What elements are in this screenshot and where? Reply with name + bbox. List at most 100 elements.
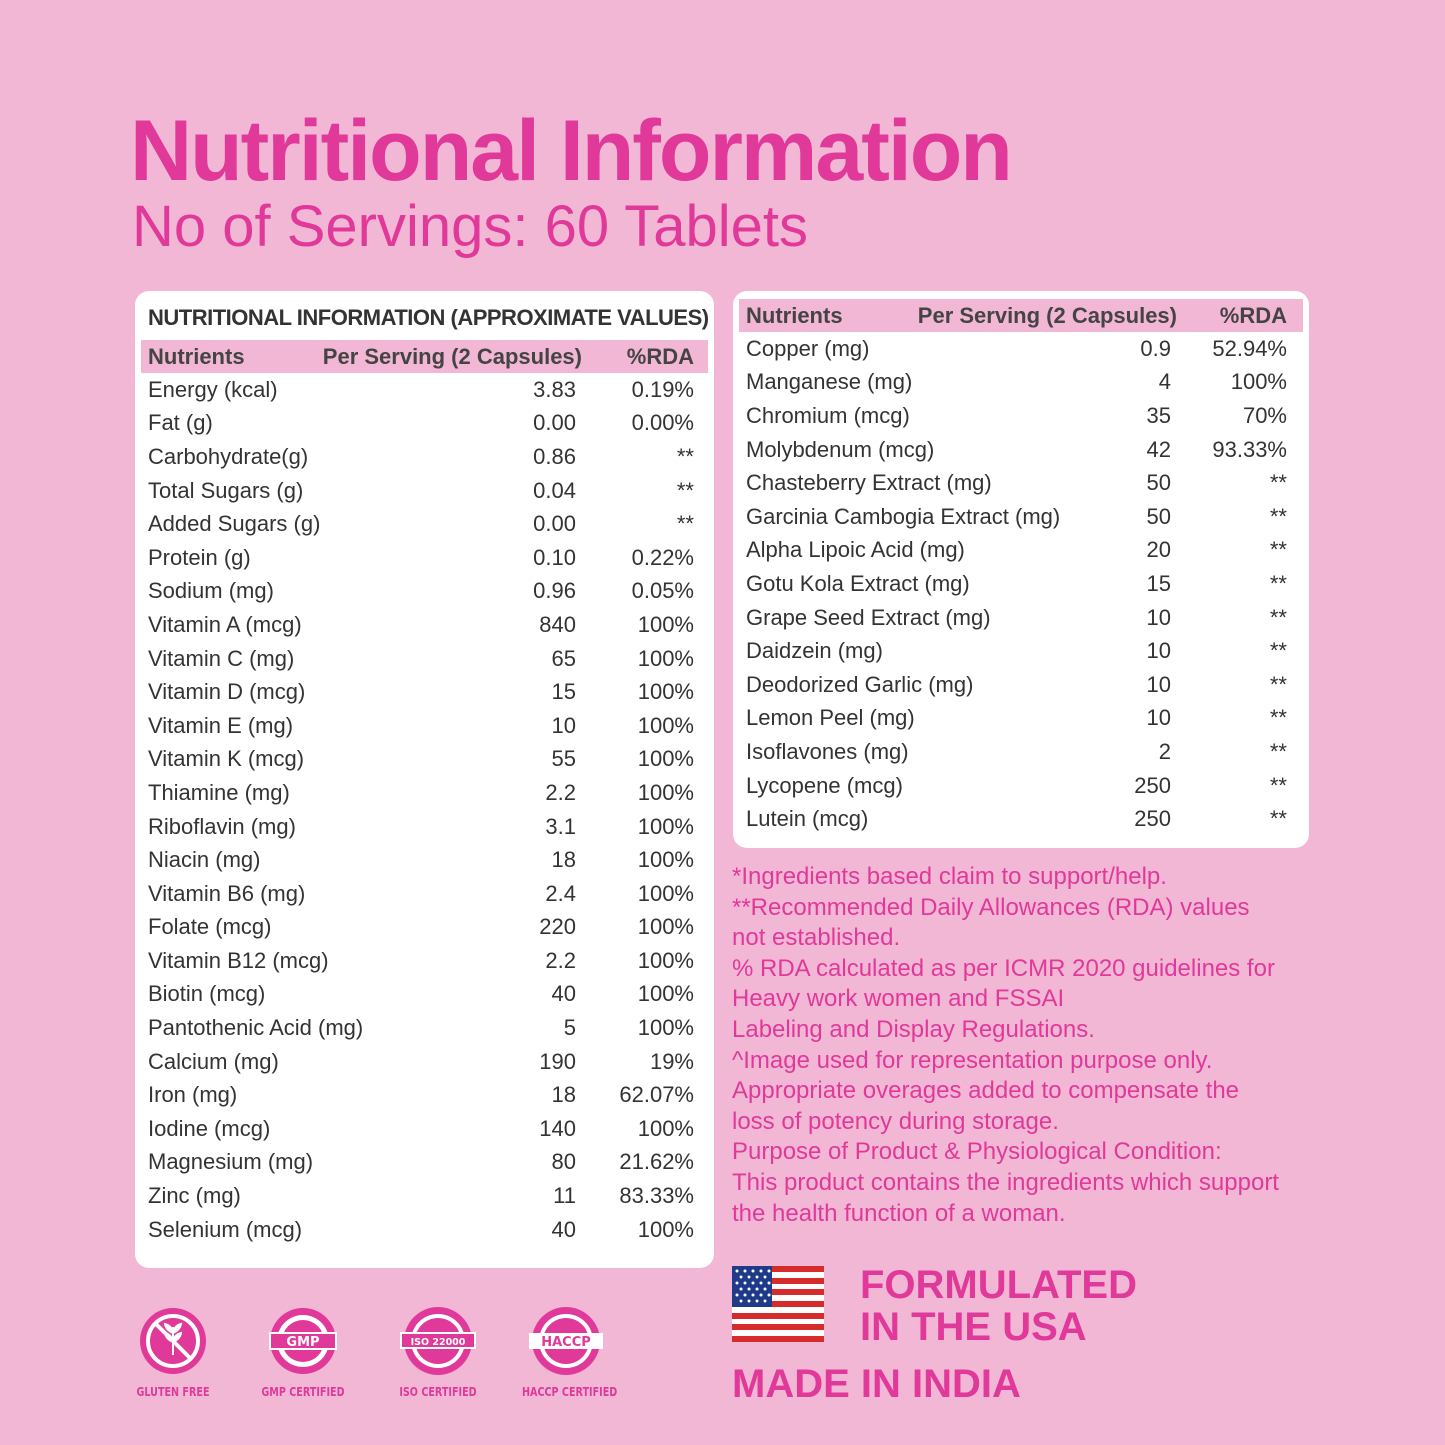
header-per-serving: Per Serving (2 Capsules) <box>322 343 582 369</box>
rda-value: 100% <box>637 712 694 738</box>
table-row: Niacin (mg) 18 100% <box>141 843 708 877</box>
per-serving-value: 0.10 <box>533 544 576 570</box>
rda-value: ** <box>676 443 694 469</box>
table-row: Gotu Kola Extract (mg) 15 ** <box>739 567 1303 601</box>
table-body: Energy (kcal) 3.83 0.19% Fat (g) 0.00 0.00% Ca… <box>141 373 708 1246</box>
per-serving-value: 2.4 <box>545 880 576 906</box>
footnote-line: % RDA calculated as per ICMR 2020 guidel… <box>732 954 1275 982</box>
per-serving-value: 250 <box>1134 806 1171 832</box>
nutrition-table-left: NUTRITIONAL INFORMATION (APPROXIMATE VAL… <box>135 291 714 1268</box>
table-row: Garcinia Cambogia Extract (mg) 50 ** <box>739 500 1303 534</box>
iso-seal-icon: ISO 22000 <box>400 1307 476 1375</box>
footnote-line: This product contains the ingredients wh… <box>732 1168 1279 1196</box>
nutrient-name: Niacin (mg) <box>148 847 261 873</box>
rda-value: ** <box>1269 806 1287 832</box>
table-row: Iron (mg) 18 62.07% <box>141 1078 708 1112</box>
table-row: Alpha Lipoic Acid (mg) 20 ** <box>739 534 1303 568</box>
table-row: Grape Seed Extract (mg) 10 ** <box>739 601 1303 635</box>
per-serving-value: 0.86 <box>533 443 576 469</box>
rda-value: 100% <box>1230 369 1287 395</box>
nutrient-name: Molybdenum (mcg) <box>746 436 935 462</box>
nutrient-name: Added Sugars (g) <box>148 511 321 537</box>
rda-value: 100% <box>637 813 694 839</box>
table-row: Vitamin B12 (mcg) 2.2 100% <box>141 944 708 978</box>
gluten-free-icon <box>140 1308 206 1374</box>
table-row: Carbohydrate(g) 0.86 ** <box>141 440 708 474</box>
rda-value: ** <box>1269 738 1287 764</box>
nutrition-table-right: Nutrients Per Serving (2 Capsules) %RDA … <box>733 291 1309 848</box>
table-row: Pantothenic Acid (mg) 5 100% <box>141 1011 708 1045</box>
per-serving-value: 2.2 <box>545 779 576 805</box>
nutrient-name: Garcinia Cambogia Extract (mg) <box>746 503 1061 529</box>
rda-value: ** <box>676 511 694 537</box>
rda-value: 100% <box>637 880 694 906</box>
table-row: Isoflavones (mg) 2 ** <box>739 735 1303 769</box>
table-row: Copper (mg) 0.9 52.94% <box>739 332 1303 366</box>
per-serving-value: 10 <box>1146 671 1171 697</box>
table-row: Vitamin C (mg) 65 100% <box>141 642 708 676</box>
table-row: Vitamin B6 (mg) 2.4 100% <box>141 877 708 911</box>
page-subtitle: No of Servings: 60 Tablets <box>132 194 808 259</box>
footnote-line: *Ingredients based claim to support/help… <box>732 863 1167 890</box>
nutrient-name: Magnesium (mg) <box>148 1149 314 1175</box>
nutrient-name: Vitamin D (mcg) <box>148 679 306 705</box>
nutrient-name: Vitamin B6 (mg) <box>148 880 306 906</box>
nutrient-name: Pantothenic Acid (mg) <box>148 1015 364 1041</box>
table-row: Added Sugars (g) 0.00 ** <box>141 507 708 541</box>
footnote-line: not established. <box>732 924 901 952</box>
nutrient-name: Copper (mg) <box>746 335 870 361</box>
footnotes: *Ingredients based claim to support/help… <box>732 862 1322 1229</box>
header-nutrients: Nutrients <box>746 302 843 328</box>
footnote-line: Labeling and Display Regulations. <box>732 1015 1095 1043</box>
per-serving-value: 10 <box>1146 638 1171 664</box>
per-serving-value: 50 <box>1146 503 1171 529</box>
rda-value: 93.33% <box>1212 436 1287 462</box>
table-row: Calcium (mg) 190 19% <box>141 1045 708 1079</box>
footnote-line: Heavy work women and FSSAI <box>732 985 1065 1013</box>
table-row: Vitamin D (mcg) 15 100% <box>141 675 708 709</box>
table-row: Thiamine (mg) 2.2 100% <box>141 776 708 810</box>
per-serving-value: 0.04 <box>533 477 576 503</box>
per-serving-value: 2.2 <box>545 947 576 973</box>
header-rda: %RDA <box>626 343 694 369</box>
table-row: Protein (g) 0.10 0.22% <box>141 541 708 575</box>
nutrient-name: Grape Seed Extract (mg) <box>746 604 991 630</box>
rda-value: 19% <box>649 1048 694 1074</box>
table-row: Lutein (mcg) 250 ** <box>739 802 1303 836</box>
per-serving-value: 11 <box>553 1183 576 1209</box>
rda-value: 100% <box>637 914 694 940</box>
rda-value: ** <box>1269 604 1287 630</box>
nutrient-name: Daidzein (mg) <box>746 638 883 664</box>
nutrient-name: Sodium (mg) <box>148 578 274 604</box>
nutrient-name: Biotin (mcg) <box>148 981 266 1007</box>
per-serving-value: 840 <box>539 611 576 637</box>
table-row: Magnesium (mg) 80 21.62% <box>141 1146 708 1180</box>
per-serving-value: 40 <box>551 981 576 1007</box>
certification-badges: GLUTEN FREE GMP GMP CERTIFIED ISO 22000 … <box>130 1305 630 1405</box>
table-row: Selenium (mcg) 40 100% <box>141 1213 708 1247</box>
table-row: Iodine (mcg) 140 100% <box>141 1112 708 1146</box>
per-serving-value: 250 <box>1134 772 1171 798</box>
table-body: Copper (mg) 0.9 52.94% Manganese (mg) 4 100% C… <box>739 332 1303 836</box>
nutrient-name: Protein (g) <box>148 544 251 570</box>
per-serving-value: 190 <box>539 1048 576 1074</box>
nutrient-name: Energy (kcal) <box>148 376 278 402</box>
table-row: Riboflavin (mg) 3.1 100% <box>141 810 708 844</box>
per-serving-value: 80 <box>551 1149 576 1175</box>
footnote-line: ^Image used for representation purpose o… <box>732 1046 1213 1074</box>
rda-value: ** <box>676 477 694 503</box>
header-per-serving: Per Serving (2 Capsules) <box>917 302 1177 328</box>
footnote-line: the health function of a woman. <box>732 1199 1066 1227</box>
rda-value: 62.07% <box>619 1082 694 1108</box>
per-serving-value: 15 <box>1146 570 1171 596</box>
nutrient-name: Vitamin C (mg) <box>148 645 295 671</box>
per-serving-value: 0.96 <box>533 578 576 604</box>
nutrient-name: Fat (g) <box>148 410 213 436</box>
table-heading: NUTRITIONAL INFORMATION (APPROXIMATE VAL… <box>148 305 709 330</box>
nutrient-name: Folate (mcg) <box>148 914 272 940</box>
svg-text:GMP: GMP <box>286 1335 319 1350</box>
table-header-row: Nutrients Per Serving (2 Capsules) %RDA <box>739 299 1303 332</box>
table-row: Lycopene (mcg) 250 ** <box>739 769 1303 803</box>
per-serving-value: 4 <box>1158 369 1171 395</box>
per-serving-value: 0.00 <box>533 410 576 436</box>
